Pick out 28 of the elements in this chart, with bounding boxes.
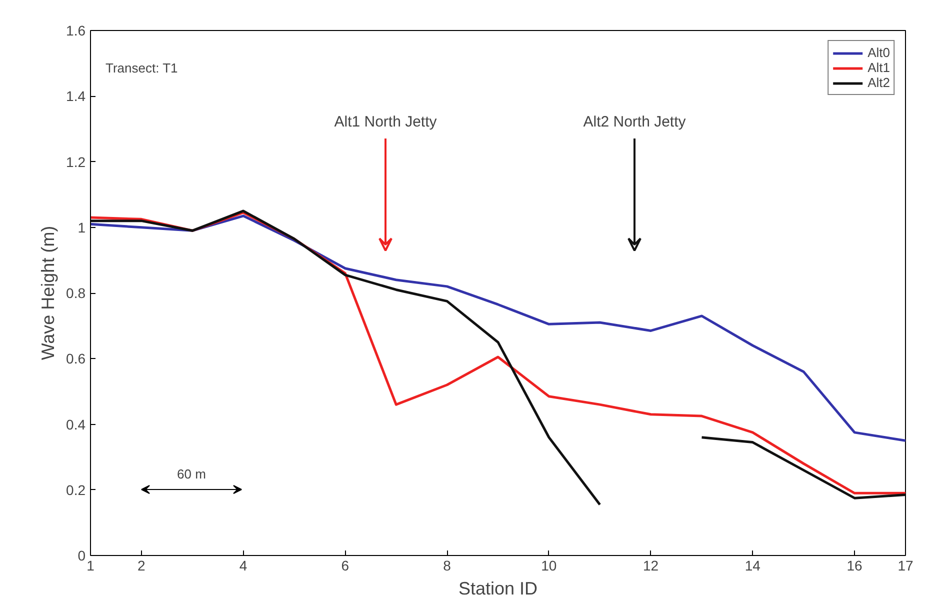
x-tick-label: 14 — [744, 558, 761, 574]
x-tick-label: 2 — [138, 558, 146, 574]
y-axis-title: Wave Height (m) — [38, 226, 58, 360]
y-tick-label: 1.4 — [66, 88, 86, 104]
y-tick-label: 0.4 — [66, 416, 86, 432]
annotation: 60 m — [177, 466, 206, 482]
y-tick-label: 0.2 — [66, 482, 86, 498]
annotation: Transect: T1 — [106, 60, 178, 76]
legend-label: Alt0 — [868, 45, 890, 60]
line-series — [90, 214, 906, 442]
legend-label: Alt1 — [868, 60, 890, 75]
annotation: Alt1 North Jetty — [334, 114, 438, 130]
x-tick-label: 4 — [239, 558, 248, 574]
x-tick-label: 8 — [443, 558, 452, 574]
x-axis-title: Station ID — [458, 578, 538, 598]
y-tick-label: 0.8 — [66, 285, 86, 301]
x-tick-label: 17 — [898, 558, 914, 574]
x-tick-label: 16 — [846, 558, 863, 574]
x-tick-label: 6 — [341, 558, 350, 574]
annotation: Alt2 North Jetty — [583, 114, 686, 130]
y-tick-label: 0 — [78, 548, 86, 564]
y-tick-label: 0.6 — [66, 350, 86, 367]
x-tick-label: 12 — [643, 558, 659, 574]
legend-label: Alt2 — [868, 75, 890, 90]
x-tick-label: 10 — [541, 558, 557, 574]
y-tick-label: 1 — [78, 219, 86, 236]
y-tick-label: 1.2 — [66, 154, 86, 170]
y-tick-label: 1.6 — [66, 22, 86, 38]
